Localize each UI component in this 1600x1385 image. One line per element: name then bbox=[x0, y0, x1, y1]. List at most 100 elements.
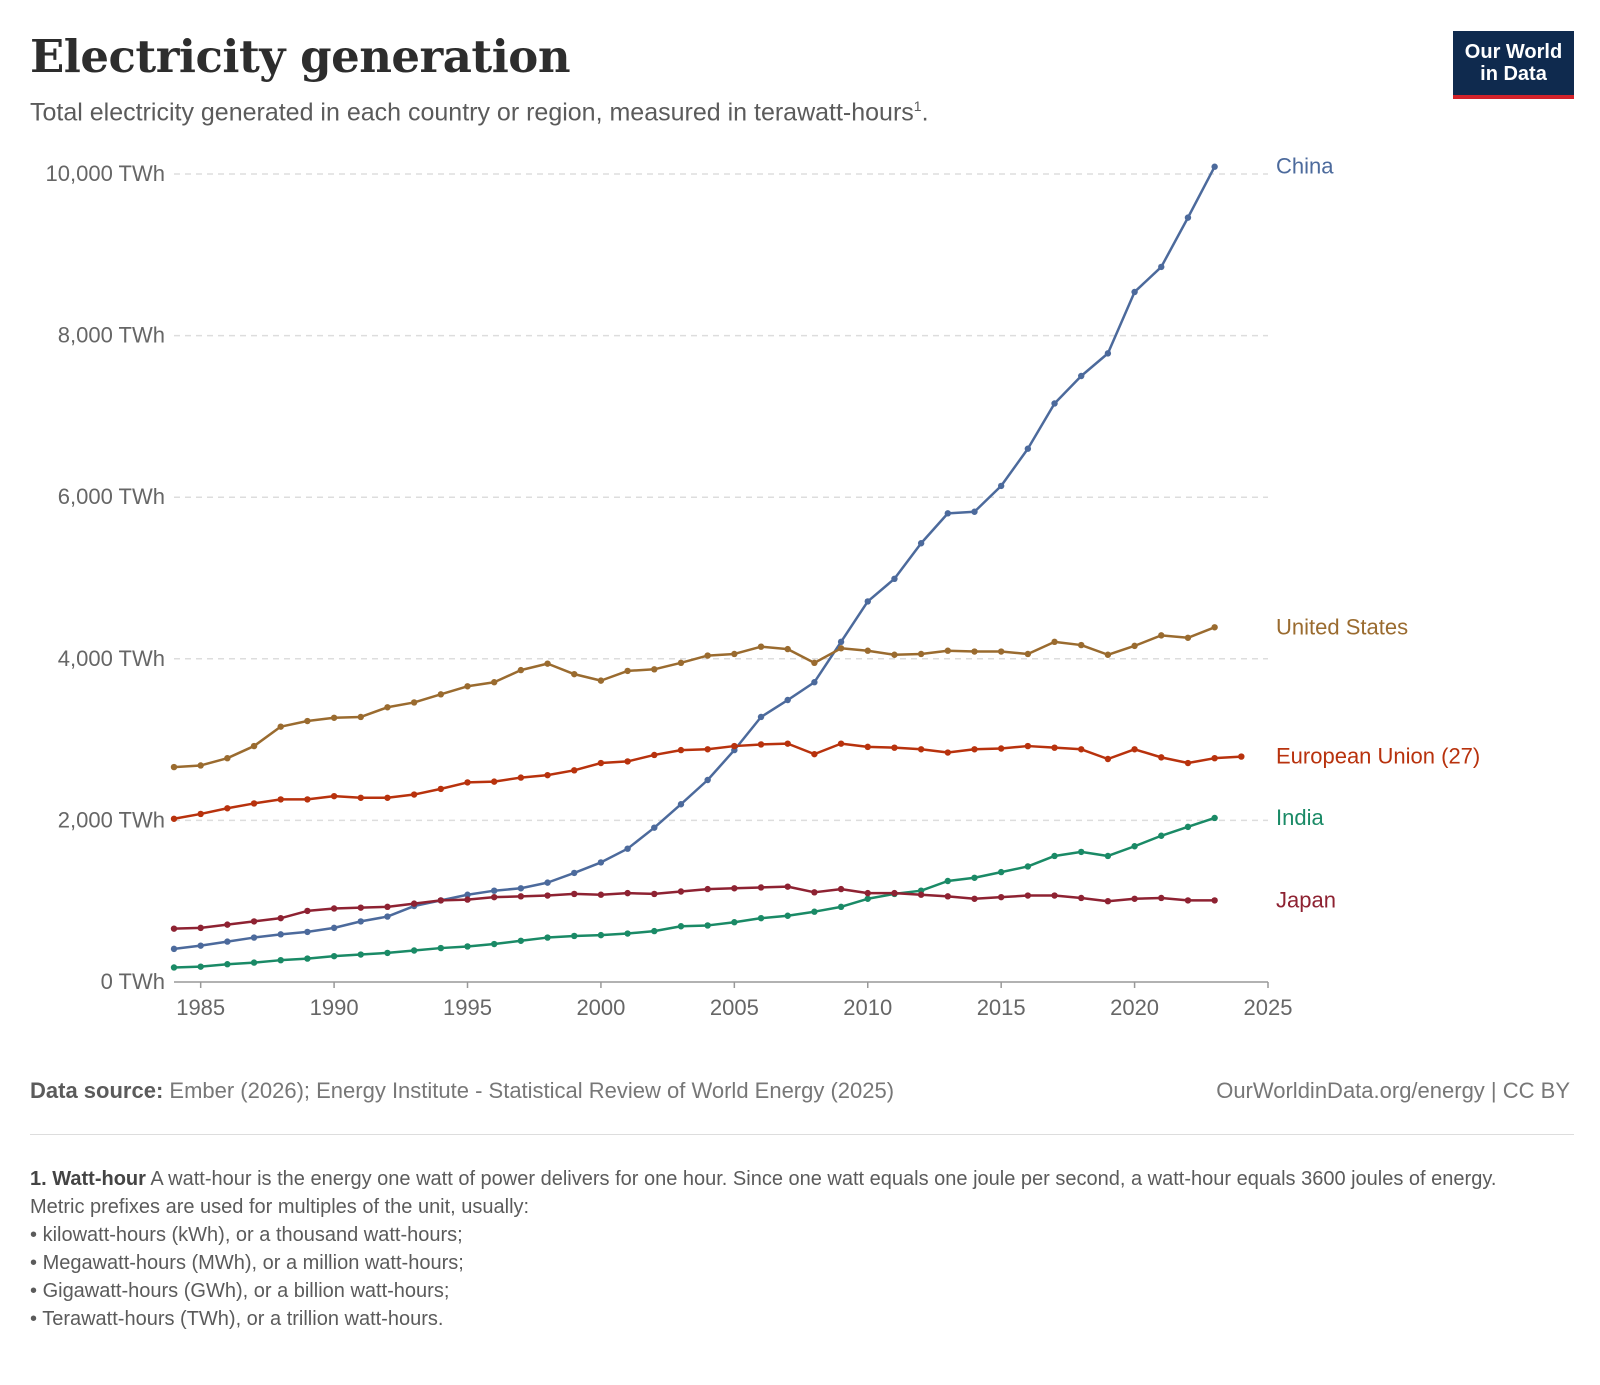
series-label[interactable]: China bbox=[1276, 154, 1334, 179]
series-label[interactable]: Japan bbox=[1276, 887, 1336, 912]
data-point bbox=[1184, 897, 1192, 904]
data-point bbox=[571, 932, 578, 940]
data-point bbox=[170, 925, 178, 932]
data-point bbox=[971, 874, 978, 881]
series-line bbox=[173, 626, 1216, 769]
footnote-bullet: Megawatt-hours (MWh), or a million watt-… bbox=[30, 1249, 1570, 1277]
data-source: Data source: Ember (2026); Energy Instit… bbox=[30, 1078, 894, 1104]
footnote-body: A watt-hour is the energy one watt of po… bbox=[145, 1168, 1497, 1190]
data-point bbox=[597, 677, 605, 684]
data-point bbox=[757, 914, 765, 922]
data-point bbox=[490, 893, 498, 901]
license-link[interactable]: OurWorldinData.org/energy | CC BY bbox=[1216, 1078, 1570, 1103]
data-point bbox=[864, 895, 871, 902]
data-point bbox=[651, 824, 658, 831]
data-source-text[interactable]: Ember (2026); Energy Institute - Statist… bbox=[163, 1078, 895, 1103]
x-tick-label: 1995 bbox=[443, 995, 492, 1020]
data-point bbox=[170, 815, 178, 822]
data-point bbox=[1078, 641, 1085, 649]
owid-logo[interactable]: Our World in Data bbox=[1453, 31, 1574, 99]
data-point bbox=[837, 740, 845, 747]
line-chart: 0 TWh 2,000 TWh 4,000 TWh 6,000 TWh 8,000 TW… bbox=[46, 154, 1481, 1020]
data-point bbox=[330, 792, 338, 800]
footnotes: 1. Watt-hour A watt-hour is the energy o… bbox=[30, 1165, 1570, 1333]
series-label[interactable]: India bbox=[1276, 805, 1324, 830]
data-point bbox=[1024, 650, 1032, 658]
data-point bbox=[1158, 632, 1165, 639]
data-point bbox=[784, 740, 791, 747]
series-label[interactable]: European Union (27) bbox=[1276, 744, 1480, 769]
data-point bbox=[544, 771, 551, 779]
data-point bbox=[704, 922, 711, 929]
subtitle-end: . bbox=[921, 98, 929, 127]
data-point bbox=[571, 767, 578, 774]
data-point bbox=[1051, 744, 1058, 751]
data-point bbox=[971, 508, 978, 515]
data-point bbox=[997, 868, 1005, 876]
data-point bbox=[170, 945, 178, 953]
data-point bbox=[971, 648, 978, 655]
data-point bbox=[517, 937, 525, 944]
data-point bbox=[944, 647, 952, 654]
data-point bbox=[1131, 288, 1138, 296]
data-point bbox=[731, 885, 738, 892]
data-point bbox=[597, 759, 605, 767]
data-point bbox=[1211, 163, 1218, 170]
data-point bbox=[384, 949, 391, 957]
data-point bbox=[330, 905, 338, 912]
data-point bbox=[437, 785, 445, 793]
data-point bbox=[864, 598, 871, 605]
data-point bbox=[677, 923, 685, 930]
data-point bbox=[1131, 843, 1138, 850]
data-point bbox=[1158, 894, 1165, 902]
data-point bbox=[1078, 848, 1085, 856]
data-point bbox=[1158, 263, 1165, 271]
footnote-ref[interactable]: 1 bbox=[913, 98, 922, 114]
data-point bbox=[517, 893, 525, 900]
data-point bbox=[224, 961, 231, 968]
data-point bbox=[437, 897, 445, 904]
data-point bbox=[677, 659, 685, 667]
data-point bbox=[704, 652, 711, 659]
data-point bbox=[464, 896, 471, 903]
data-point bbox=[490, 778, 498, 785]
data-point bbox=[197, 963, 204, 970]
data-point bbox=[624, 889, 631, 897]
data-point bbox=[891, 889, 898, 897]
data-point bbox=[624, 758, 631, 765]
data-point bbox=[1131, 642, 1138, 650]
data-point bbox=[624, 845, 631, 852]
data-point bbox=[997, 745, 1005, 752]
data-point bbox=[571, 869, 578, 877]
data-point bbox=[277, 914, 284, 922]
data-point bbox=[837, 885, 845, 893]
data-point bbox=[464, 683, 471, 690]
data-point bbox=[677, 801, 685, 808]
data-point bbox=[811, 889, 818, 896]
data-point bbox=[1024, 742, 1032, 750]
data-point bbox=[997, 482, 1005, 490]
data-point bbox=[811, 750, 818, 758]
data-point bbox=[651, 890, 658, 898]
data-point bbox=[1024, 892, 1032, 899]
series-label[interactable]: United States bbox=[1276, 614, 1408, 639]
data-point bbox=[250, 959, 258, 966]
data-point bbox=[864, 889, 871, 897]
data-point bbox=[917, 746, 925, 753]
data-point bbox=[1104, 651, 1112, 658]
data-point bbox=[971, 895, 978, 902]
x-tick-label: 2015 bbox=[977, 995, 1026, 1020]
data-point bbox=[410, 699, 418, 706]
data-point bbox=[1104, 755, 1112, 763]
x-tick-label: 2000 bbox=[576, 995, 625, 1020]
data-point bbox=[250, 742, 258, 750]
data-point bbox=[597, 891, 605, 898]
data-point bbox=[357, 904, 364, 911]
data-point bbox=[1051, 400, 1058, 407]
data-point bbox=[1184, 823, 1192, 831]
data-point bbox=[837, 903, 845, 911]
data-point bbox=[544, 660, 551, 667]
data-point bbox=[784, 912, 791, 919]
data-point bbox=[864, 647, 871, 654]
data-point bbox=[277, 931, 284, 938]
